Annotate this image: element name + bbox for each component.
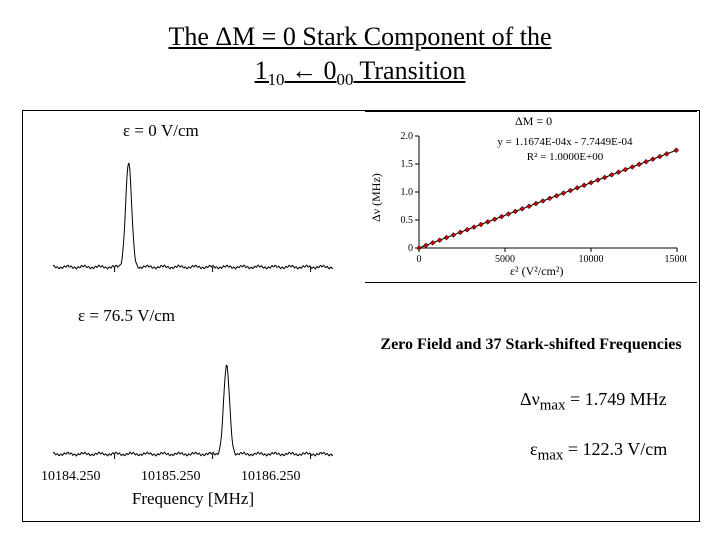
spectrum-top (43, 149, 343, 279)
svg-text:0.5: 0.5 (401, 215, 414, 226)
fit-plot-frame: ΔM = 0 y = 1.1674E-04x - 7.7449E-04 R² =… (365, 111, 697, 283)
delta-nu-max: Δνmax = 1.749 MHz (520, 389, 667, 415)
svg-text:15000: 15000 (665, 254, 688, 265)
left-panel: ε = 0 V/cm ε = 76.5 V/cm 10184.250 10185… (23, 111, 359, 519)
right-panel: ΔM = 0 y = 1.1674E-04x - 7.7449E-04 R² =… (365, 111, 697, 519)
freq-tick-0: 10184.250 (41, 469, 101, 485)
fit-xlabel: ε² (V²/cm²) (510, 264, 563, 279)
content-box: ε = 0 V/cm ε = 76.5 V/cm 10184.250 10185… (22, 110, 700, 522)
fit-plot-title: ΔM = 0 (515, 114, 552, 129)
slide: The ΔM = 0 Stark Component of the 110 ← … (0, 0, 720, 540)
freq-tick-2: 10186.250 (241, 469, 301, 485)
svg-text:0: 0 (417, 254, 422, 265)
svg-text:10000: 10000 (579, 254, 604, 265)
svg-text:1.5: 1.5 (401, 159, 414, 170)
svg-text:2.0: 2.0 (401, 131, 414, 142)
slide-title: The ΔM = 0 Stark Component of the 110 ← … (0, 0, 720, 91)
title-line-1: The ΔM = 0 Stark Component of the (168, 22, 551, 51)
title-line-2: 110 ← 000 Transition (255, 56, 466, 85)
frequency-axis-label: Frequency [MHz] (103, 489, 283, 509)
fit-plot: 00.51.01.52.0050001000015000 (387, 130, 687, 270)
epsilon-max: εmax = 122.3 V/cm (530, 439, 667, 465)
svg-text:0: 0 (408, 243, 413, 254)
fit-ylabel: Δν (MHz) (369, 173, 384, 222)
epsilon-nonzero-label: ε = 76.5 V/cm (78, 306, 175, 326)
freq-tick-1: 10185.250 (141, 469, 201, 485)
spectrum-bottom (43, 336, 343, 466)
svg-text:1.0: 1.0 (401, 187, 414, 198)
results-caption: Zero Field and 37 Stark-shifted Frequenc… (365, 336, 697, 354)
epsilon-zero-label: ε = 0 V/cm (123, 121, 199, 141)
